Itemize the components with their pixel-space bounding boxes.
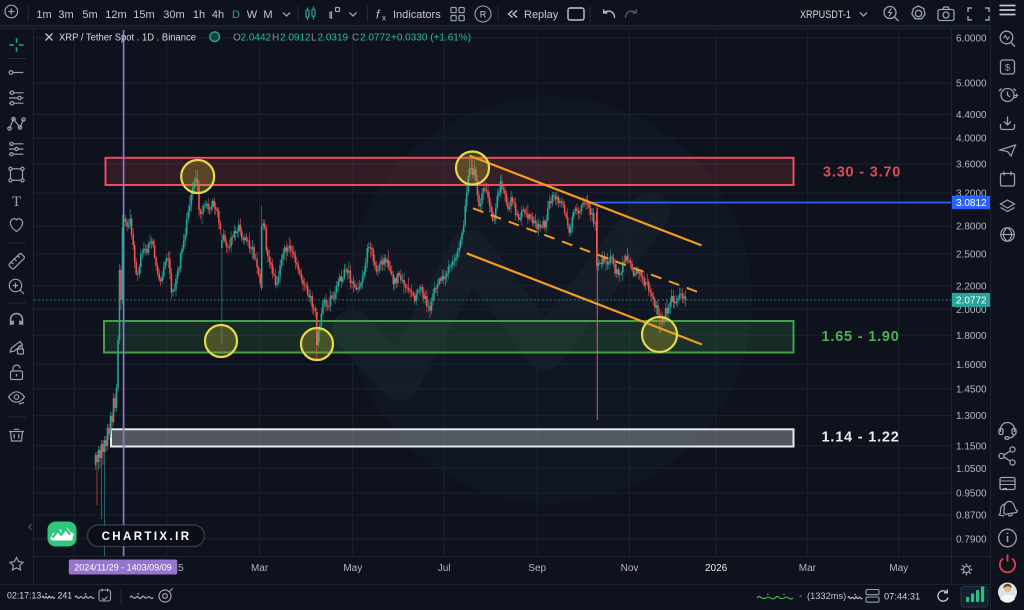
svg-text:1.6000: 1.6000 xyxy=(956,360,987,371)
svg-text:2.0772: 2.0772 xyxy=(956,296,987,307)
svg-text:1.0500: 1.0500 xyxy=(956,464,987,475)
svg-text:4h: 4h xyxy=(212,9,224,21)
svg-text:5m: 5m xyxy=(82,9,97,21)
svg-text:4.4000: 4.4000 xyxy=(956,110,987,121)
svg-text:CHARTIX.IR: CHARTIX.IR xyxy=(102,531,192,543)
svg-text:May: May xyxy=(343,563,362,574)
svg-text:2.0000: 2.0000 xyxy=(956,305,987,316)
svg-text:12m: 12m xyxy=(105,9,126,21)
svg-text:2.2000: 2.2000 xyxy=(956,281,987,292)
svg-text:XRP / Tether Spot . 1D . Binan: XRP / Tether Spot . 1D . Binance xyxy=(59,33,196,44)
svg-text:+0.0330 (+1.61%): +0.0330 (+1.61%) xyxy=(391,33,471,44)
svg-text:XRPUSDT-1: XRPUSDT-1 xyxy=(800,9,851,21)
svg-text:1.14 - 1.22: 1.14 - 1.22 xyxy=(822,430,900,446)
svg-text:Mar: Mar xyxy=(251,563,269,574)
svg-text:15m: 15m xyxy=(133,9,154,21)
svg-text:6.0000: 6.0000 xyxy=(956,34,987,45)
svg-text:1.8000: 1.8000 xyxy=(956,331,987,342)
svg-text:(1332ms): (1332ms) xyxy=(807,591,846,601)
svg-text:D: D xyxy=(232,9,240,21)
svg-text:Mar: Mar xyxy=(799,563,817,574)
svg-text:Sep: Sep xyxy=(528,563,546,574)
svg-text:O: O xyxy=(233,33,241,44)
svg-text:1.4500: 1.4500 xyxy=(956,384,987,395)
svg-text:Indicators: Indicators xyxy=(393,9,441,21)
svg-text:2.0912: 2.0912 xyxy=(280,33,311,44)
svg-text:May: May xyxy=(889,563,908,574)
svg-text:x: x xyxy=(382,14,386,23)
svg-text:W: W xyxy=(247,9,258,21)
svg-text:1m: 1m xyxy=(36,9,51,21)
svg-text:$: $ xyxy=(1005,63,1011,74)
svg-text:3.2000: 3.2000 xyxy=(956,189,987,200)
svg-text:L: L xyxy=(311,33,317,44)
svg-text:4.0000: 4.0000 xyxy=(956,134,987,145)
svg-text:H: H xyxy=(272,33,279,44)
svg-text:R: R xyxy=(480,9,487,19)
svg-text:0.8700: 0.8700 xyxy=(956,511,987,522)
svg-text:2024/11/29 - 1403/09/09: 2024/11/29 - 1403/09/09 xyxy=(74,563,171,573)
svg-text:3.0812: 3.0812 xyxy=(956,198,987,209)
svg-text:2026: 2026 xyxy=(705,563,728,574)
svg-text:3m: 3m xyxy=(58,9,73,21)
svg-text:241: 241 xyxy=(58,591,73,601)
svg-text:f: f xyxy=(376,8,381,22)
svg-text:0.9500: 0.9500 xyxy=(956,489,987,500)
svg-text:T: T xyxy=(12,194,21,210)
svg-text:Replay: Replay xyxy=(524,9,559,21)
svg-text:1.65 - 1.90: 1.65 - 1.90 xyxy=(822,329,900,345)
svg-text:3.30 - 3.70: 3.30 - 3.70 xyxy=(823,164,901,180)
svg-text:3.6000: 3.6000 xyxy=(956,160,987,171)
svg-text:5: 5 xyxy=(178,563,184,574)
svg-text:30m: 30m xyxy=(163,9,184,21)
svg-text:2.0442: 2.0442 xyxy=(241,33,272,44)
svg-text:-: - xyxy=(799,591,802,602)
svg-text:07:44:31: 07:44:31 xyxy=(884,592,920,602)
svg-text:1.1500: 1.1500 xyxy=(956,442,987,453)
svg-text:2.5000: 2.5000 xyxy=(956,250,987,261)
svg-text:1h: 1h xyxy=(193,9,205,21)
svg-text:5.0000: 5.0000 xyxy=(956,79,987,90)
svg-text:M: M xyxy=(263,9,272,21)
svg-text:1.3000: 1.3000 xyxy=(956,411,987,422)
svg-text:0.7900: 0.7900 xyxy=(956,534,987,545)
svg-text:02:17:13: 02:17:13 xyxy=(7,591,41,601)
svg-text:2.0772: 2.0772 xyxy=(360,33,391,44)
svg-text:C: C xyxy=(352,33,359,44)
svg-text:Nov: Nov xyxy=(621,563,639,574)
svg-text:Jul: Jul xyxy=(438,563,451,574)
svg-text:2.0319: 2.0319 xyxy=(318,33,349,44)
svg-text:2.8000: 2.8000 xyxy=(956,222,987,233)
